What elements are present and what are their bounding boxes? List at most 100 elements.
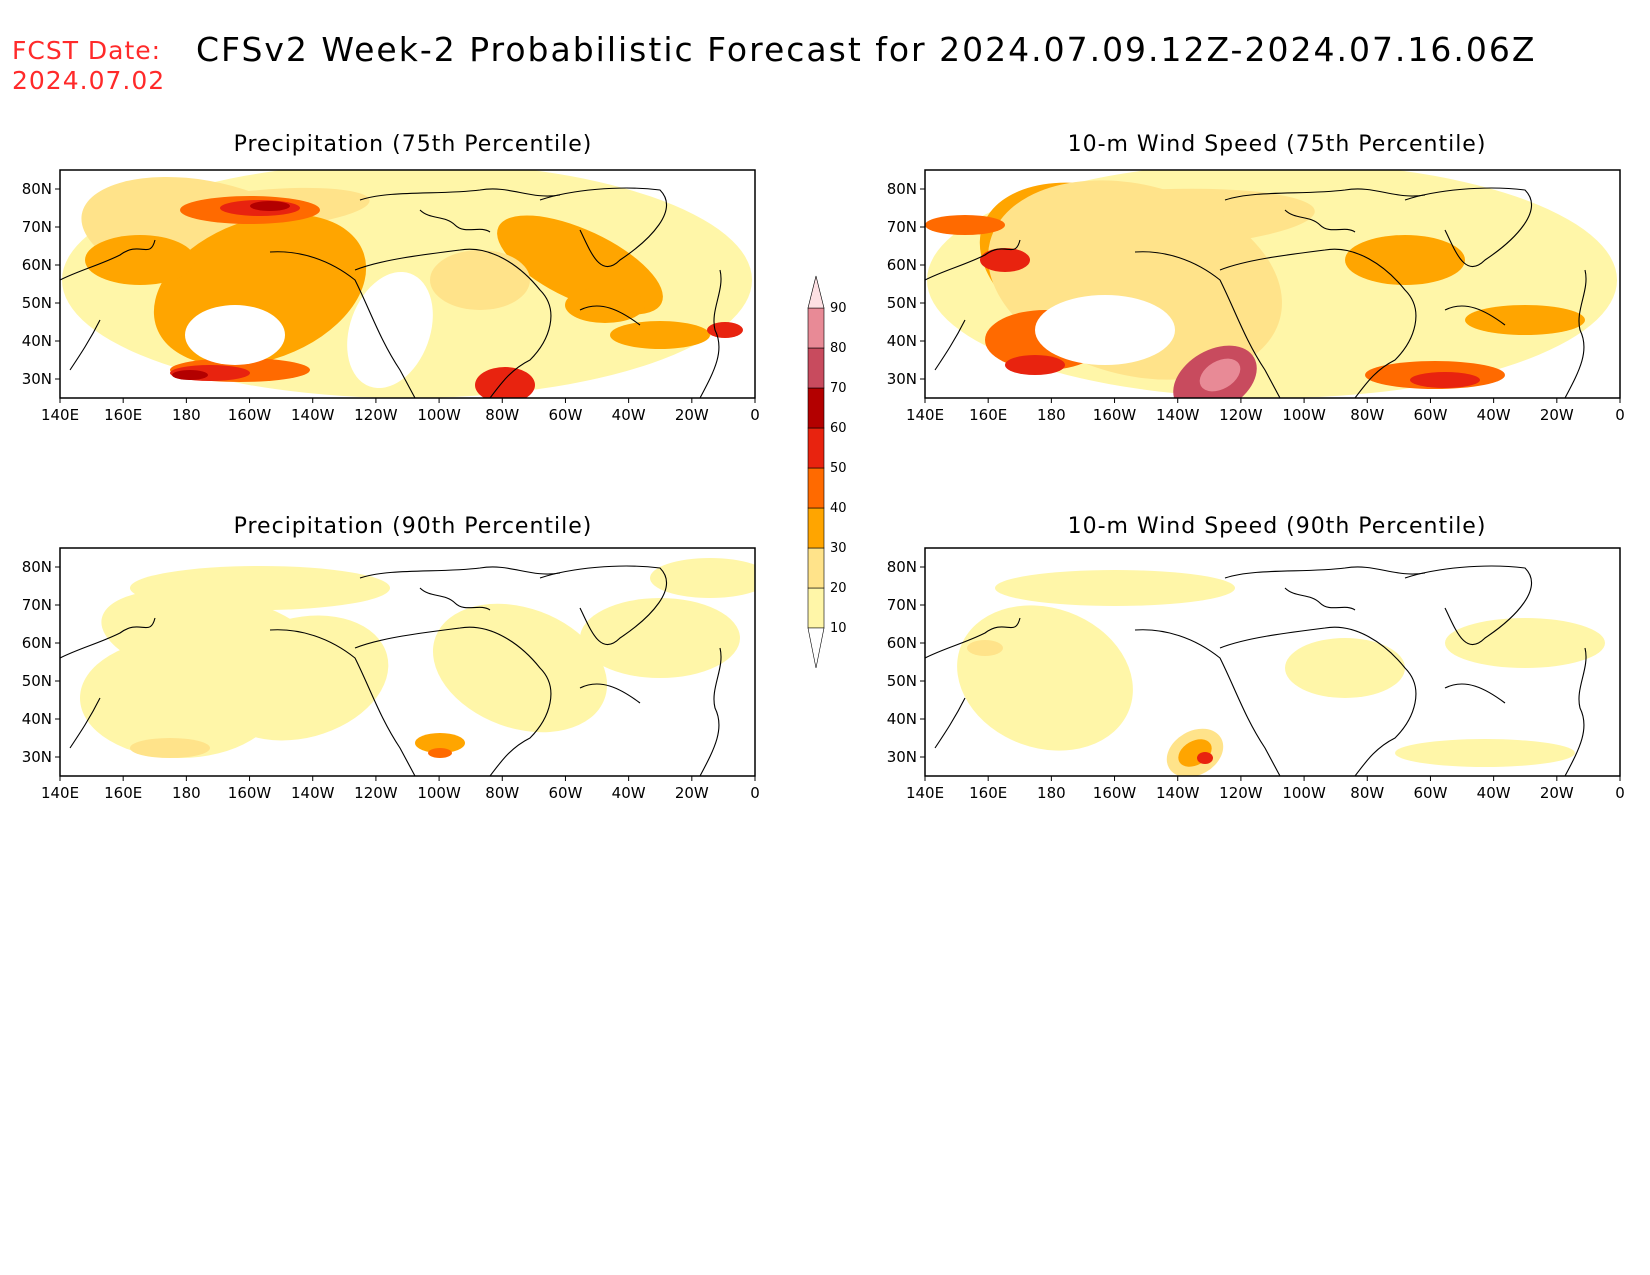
coastline <box>354 626 552 776</box>
lon-tick-label: 60W <box>1413 784 1447 802</box>
lon-tick-label: 20W <box>675 406 709 424</box>
lon-tick-label: 120W <box>1219 784 1263 802</box>
lon-tick-label: 40W <box>1477 406 1511 424</box>
colorbar-label: 90 <box>830 301 847 316</box>
coastline <box>269 629 416 776</box>
lon-tick-label: 140W <box>1156 784 1200 802</box>
colorbar-label: 20 <box>830 581 847 596</box>
lat-tick-label: 40N <box>887 710 917 728</box>
colorbar-swatch <box>807 467 825 509</box>
coastline <box>1564 647 1587 776</box>
probability-shade <box>1395 739 1575 767</box>
coastline <box>579 305 641 326</box>
map-frame <box>59 547 756 777</box>
probability-shade <box>1197 752 1213 764</box>
probability-shade <box>980 248 1030 272</box>
lon-tick-label: 120W <box>354 406 398 424</box>
lon-tick-label: 160E <box>104 406 142 424</box>
colorbar-label: 80 <box>830 341 847 356</box>
lon-tick-label: 160E <box>969 406 1007 424</box>
lon-tick-label: 160W <box>1093 406 1137 424</box>
coastline <box>359 188 561 201</box>
lon-tick-label: 140W <box>291 784 335 802</box>
shaded-probabilities <box>60 170 755 398</box>
probability-shade <box>1199 358 1241 392</box>
shaded-probabilities <box>60 548 755 776</box>
coastline <box>1444 683 1506 704</box>
coastlines <box>60 565 722 776</box>
lat-tick-label: 40N <box>22 332 52 350</box>
coastline <box>1564 269 1587 398</box>
coastlines <box>925 565 1587 776</box>
colorbar-swatch <box>807 387 825 429</box>
lat-tick-label: 60N <box>887 256 917 274</box>
probability-shade <box>1465 305 1585 335</box>
colorbar-swatch <box>807 347 825 389</box>
coastlines <box>60 187 722 398</box>
probability-shade <box>428 748 452 758</box>
lon-tick-label: 140W <box>291 406 335 424</box>
coastline <box>1284 209 1356 233</box>
coastline <box>69 319 101 371</box>
panel-title-precip-75: Precipitation (75th Percentile) <box>233 132 593 157</box>
lat-tick-label: 50N <box>887 672 917 690</box>
lat-tick-label: 80N <box>887 180 917 198</box>
coastline <box>1219 248 1417 398</box>
colorbar-label: 50 <box>830 461 847 476</box>
coastline <box>539 187 667 268</box>
colorbar-swatch <box>807 507 825 549</box>
colorbar-swatch <box>807 427 825 469</box>
lat-tick-label: 80N <box>22 558 52 576</box>
lon-tick-label: 40W <box>612 784 646 802</box>
probability-shade <box>995 570 1235 606</box>
lat-tick-label: 30N <box>22 748 52 766</box>
colorbar-bottom-arrow <box>807 627 825 669</box>
map-panel-wind-75: 140E 160E 180 160W 140W 120W 100W 80W 60W 40W 20W 0… <box>887 169 1625 424</box>
panel-title-wind-75: 10-m Wind Speed (75th Percentile) <box>1067 132 1487 157</box>
lat-tick-label: 30N <box>22 370 52 388</box>
probability-shade <box>347 271 433 389</box>
coastline <box>925 617 1021 659</box>
forecast-date-label: FCST Date: 2024.07.02 <box>12 36 165 96</box>
lon-tick-label: 160W <box>1093 784 1137 802</box>
probability-shade <box>650 558 755 598</box>
lon-tick-label: 20W <box>675 784 709 802</box>
probability-shade <box>430 250 530 310</box>
coastline <box>1134 251 1281 398</box>
lat-tick-label: 70N <box>887 218 917 236</box>
lon-tick-label: 120W <box>1219 406 1263 424</box>
lon-tick-label: 180 <box>1037 784 1066 802</box>
probability-shade <box>415 733 465 753</box>
probability-shade <box>185 305 285 365</box>
colorbar-label: 60 <box>830 421 847 436</box>
coastline <box>1224 566 1426 579</box>
lat-tick-label: 70N <box>22 218 52 236</box>
lon-tick-label: 140E <box>41 406 79 424</box>
probability-shade <box>957 605 1133 751</box>
probability-shade <box>580 598 740 678</box>
colorbar-swatch <box>807 587 825 629</box>
coastline <box>1224 188 1426 201</box>
coastlines <box>925 187 1587 398</box>
map-frame <box>924 547 1621 777</box>
lon-tick-label: 140E <box>41 784 79 802</box>
probability-shade <box>1005 355 1065 375</box>
lon-tick-label: 0 <box>750 406 760 424</box>
coastline <box>1219 626 1417 776</box>
lat-tick-label: 60N <box>887 634 917 652</box>
probability-shade <box>1410 372 1480 388</box>
coastline <box>60 617 156 659</box>
coastline <box>934 319 966 371</box>
probability-shade <box>1035 295 1175 365</box>
shaded-probabilities <box>925 548 1620 776</box>
coastline <box>60 239 156 281</box>
probability-shade <box>967 640 1003 656</box>
colorbar-label: 10 <box>830 621 847 636</box>
lon-tick-label: 60W <box>1413 406 1447 424</box>
coastline <box>269 251 416 398</box>
lon-tick-label: 60W <box>548 406 582 424</box>
probability-shade <box>1285 638 1405 698</box>
map-panel-precip-75: 140E 160E 180 160W 140W 120W 100W 80W 60W 40W 20W 0… <box>22 169 760 424</box>
probability-shade <box>925 215 1005 235</box>
probability-shade <box>172 370 208 380</box>
